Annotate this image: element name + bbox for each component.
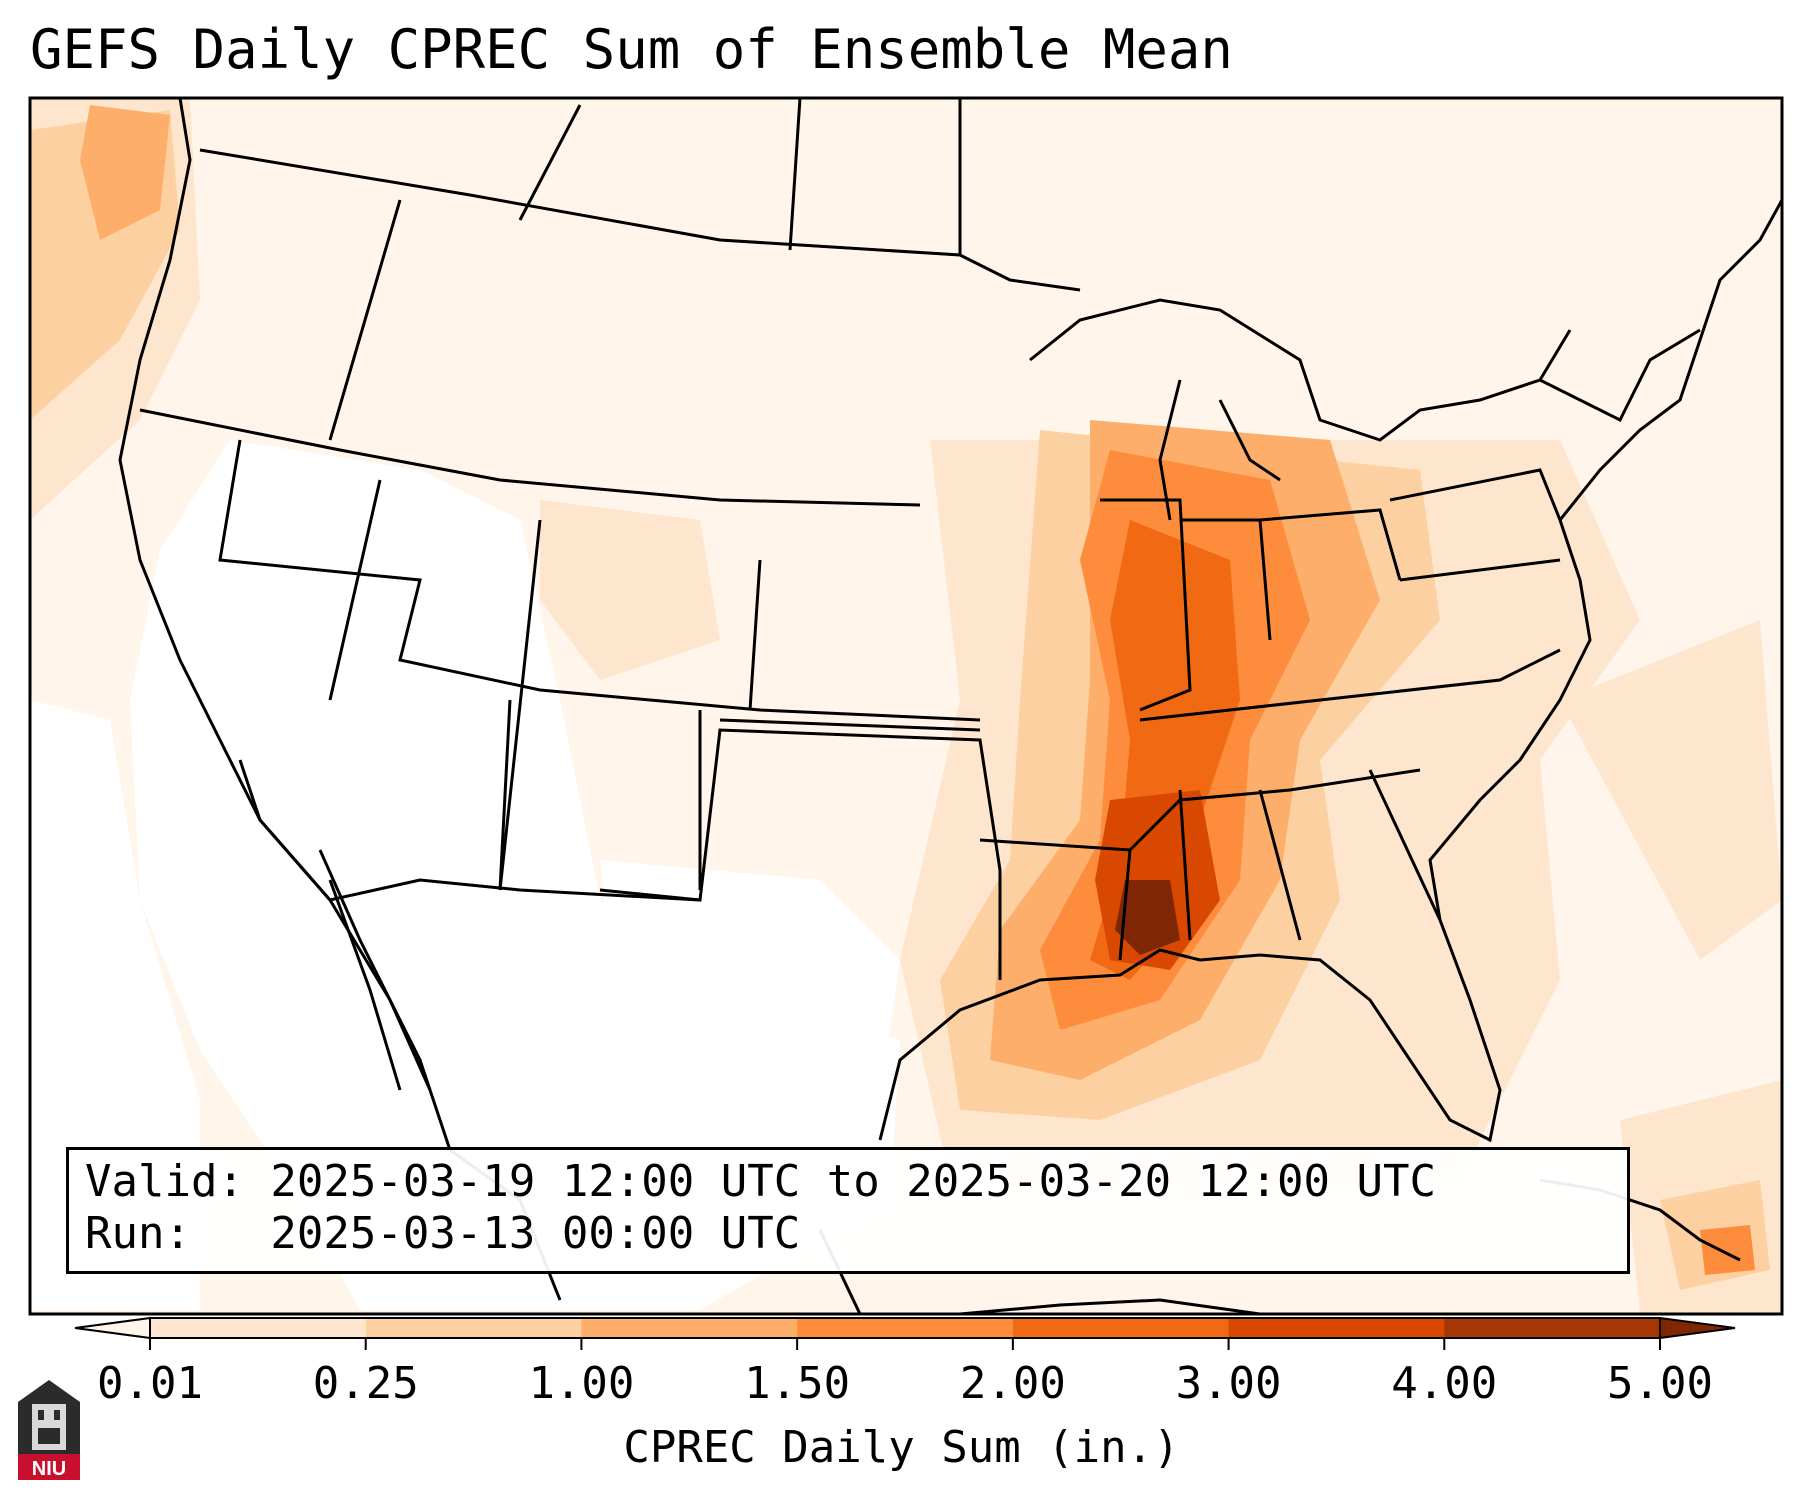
colorbar-label: CPREC Daily Sum (in.) [623,1422,1180,1473]
colorbar-segment [1444,1318,1661,1338]
colorbar-tick-label: 2.00 [959,1358,1066,1409]
ohio-valley-states [1100,498,1561,722]
colorbar-segment [581,1318,798,1338]
valid-run-box: Valid: 2025-03-19 12:00 UTC to 2025-03-2… [66,1147,1630,1274]
canada-border [199,148,1081,292]
gulf-coast [878,919,1502,1143]
map-frame [28,96,1784,1316]
northeast-states [1389,328,1701,521]
colorbar-extend-low [74,1316,151,1340]
geographic-borders [118,98,1782,1314]
baja-coastline [318,849,452,1151]
page-title: GEFS Daily CPREC Sum of Ensemble Mean [30,18,1233,81]
logo-text: NIU [32,1458,66,1480]
colorbar [74,1316,1736,1340]
colorbar-ticks [149,1338,1661,1350]
central-states [218,439,981,891]
colorbar-tick-label: 1.50 [744,1358,851,1409]
colorbar-tick-label: 3.00 [1175,1358,1282,1409]
max-precip [1115,880,1180,955]
colorbar-segment [797,1318,1014,1338]
colorbar-segment [150,1318,367,1338]
colorbar-segment [1228,1318,1445,1338]
colorbar-extend-high [1659,1316,1736,1340]
run-time-text: Run: 2025-03-13 00:00 UTC [85,1208,801,1259]
us-coastline-west [118,98,432,1091]
colorbar-tick-label: 1.00 [528,1358,635,1409]
colorbar-tick-label: 0.01 [97,1358,203,1409]
colorbar-tick-label: 4.00 [1391,1358,1498,1409]
precip-field [30,98,1782,1314]
colorbar-segment [365,1318,582,1338]
southwest-states [238,699,701,902]
northern-tier-states [139,98,962,507]
valid-time-text: Valid: 2025-03-19 12:00 UTC to 2025-03-2… [85,1156,1437,1207]
colorbar-tick-label: 0.25 [312,1358,419,1409]
colorbar-outline [149,1317,1661,1339]
colorbar-tick-label: 5.00 [1607,1358,1713,1409]
niu-logo: NIU [18,1380,80,1480]
southern-states [599,728,1442,980]
colorbar-segment [1012,1318,1230,1338]
dry-texas [600,860,900,1200]
